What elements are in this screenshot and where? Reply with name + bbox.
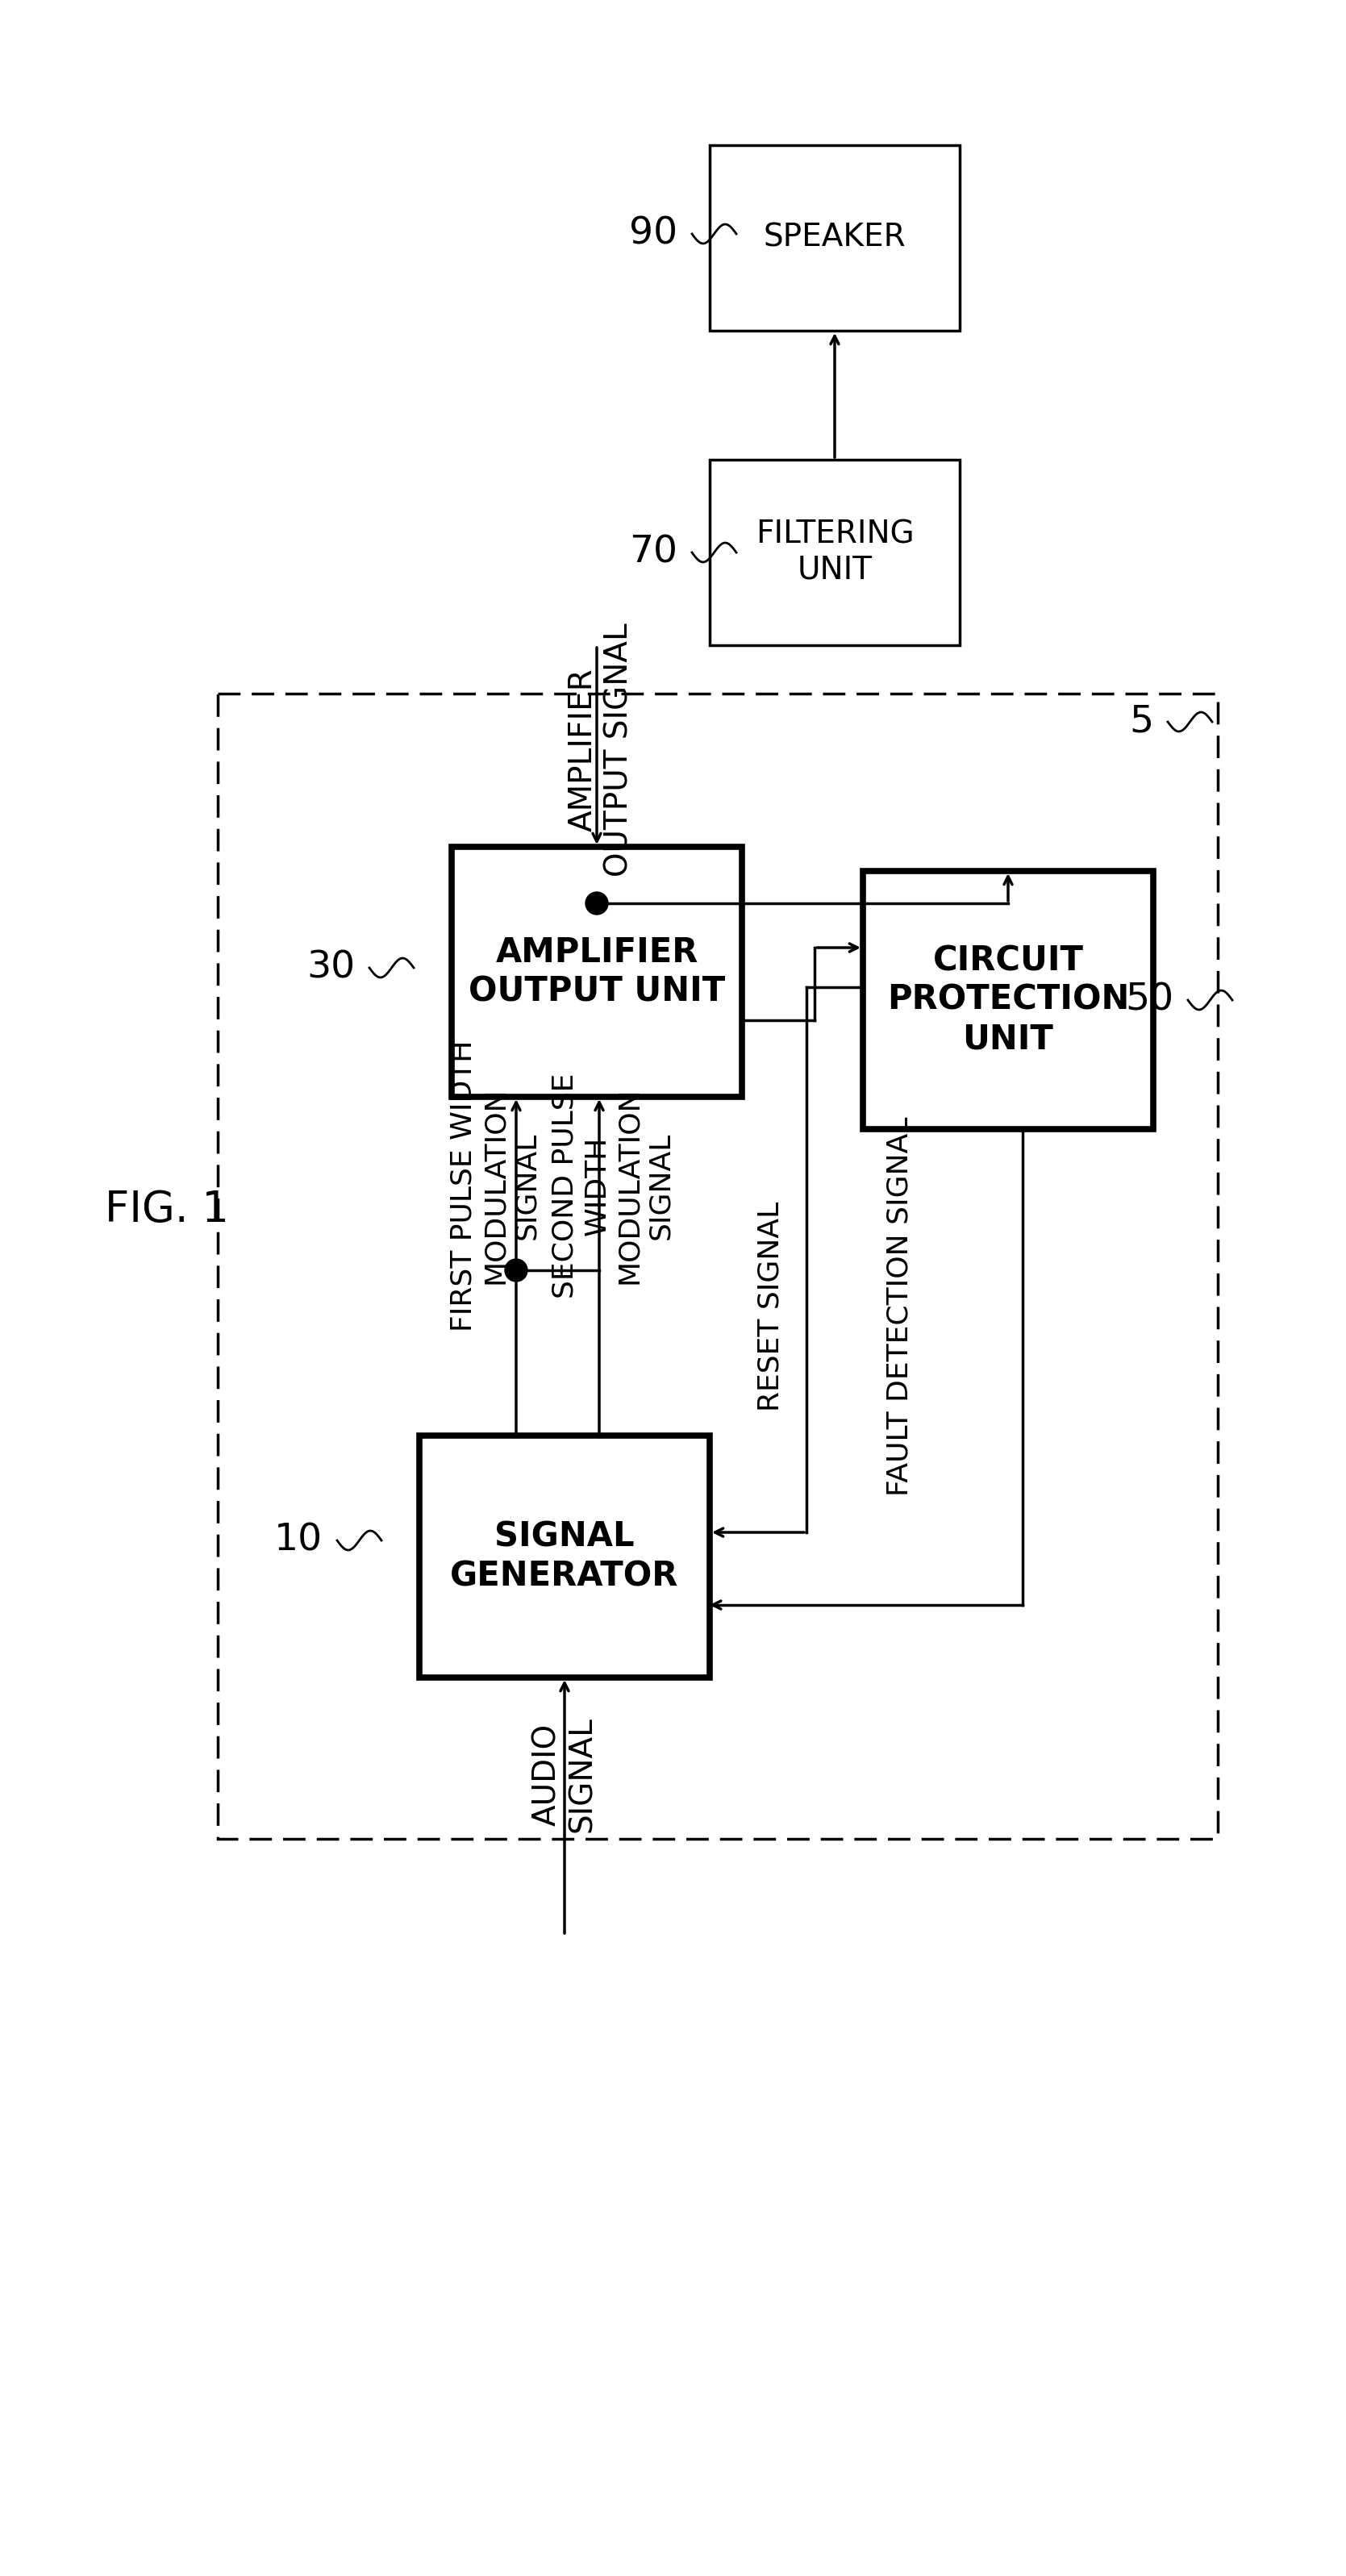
Text: 5: 5: [1129, 703, 1154, 739]
Circle shape: [586, 891, 608, 914]
Text: SPEAKER: SPEAKER: [763, 222, 906, 252]
Bar: [863, 871, 1154, 1128]
Bar: [452, 848, 742, 1097]
Circle shape: [505, 1260, 528, 1280]
Text: AMPLIFIER
OUTPUT SIGNAL: AMPLIFIER OUTPUT SIGNAL: [568, 623, 634, 876]
Bar: [709, 459, 960, 644]
Text: AMPLIFIER
OUTPUT UNIT: AMPLIFIER OUTPUT UNIT: [468, 935, 725, 1007]
Text: SIGNAL
GENERATOR: SIGNAL GENERATOR: [451, 1520, 678, 1592]
Text: FAULT DETECTION SIGNAL: FAULT DETECTION SIGNAL: [886, 1118, 913, 1497]
Text: 90: 90: [629, 216, 677, 252]
Bar: [218, 693, 1218, 1839]
Bar: [709, 144, 960, 330]
Text: CIRCUIT
PROTECTION
UNIT: CIRCUIT PROTECTION UNIT: [887, 943, 1129, 1056]
Text: FILTERING
UNIT: FILTERING UNIT: [755, 520, 914, 585]
Text: RESET SIGNAL: RESET SIGNAL: [756, 1200, 783, 1412]
Text: 70: 70: [629, 533, 677, 572]
Text: 50: 50: [1125, 981, 1174, 1018]
Text: 10: 10: [275, 1522, 323, 1558]
Text: FIG. 1: FIG. 1: [105, 1188, 229, 1231]
Text: SECOND PULSE
WIDTH
MODULATION
SIGNAL: SECOND PULSE WIDTH MODULATION SIGNAL: [552, 1074, 674, 1298]
Text: AUDIO
SIGNAL: AUDIO SIGNAL: [532, 1716, 598, 1832]
Text: FIRST PULSE WIDTH
MODULATION
SIGNAL: FIRST PULSE WIDTH MODULATION SIGNAL: [450, 1041, 541, 1332]
Bar: [420, 1435, 709, 1677]
Text: 30: 30: [307, 951, 355, 987]
